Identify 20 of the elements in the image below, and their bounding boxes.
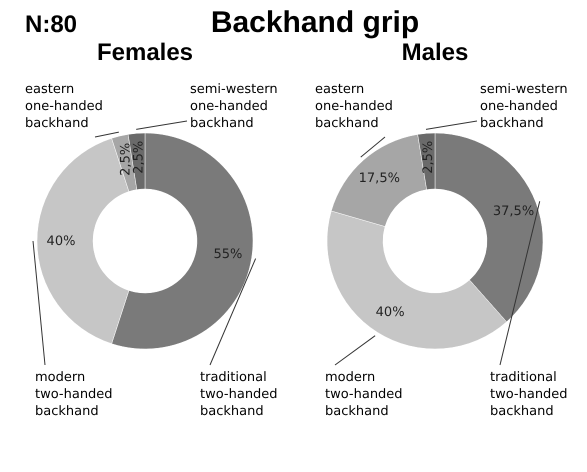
slice-label: eastern one-handed backhand: [25, 82, 103, 131]
chart-title: Females: [96, 39, 194, 66]
data-label: 37,5%: [492, 204, 534, 220]
slice-label: modern two-handed backhand: [325, 370, 403, 419]
slice-label: traditional two-handed backhand: [200, 370, 278, 419]
slice-label: modern two-handed backhand: [35, 370, 113, 419]
text: N:80: [25, 11, 78, 38]
text: Backhand grip: [210, 6, 420, 39]
slice-label: eastern one-handed backhand: [315, 82, 393, 131]
slice-label: traditional two-handed backhand: [490, 370, 568, 419]
data-label: 2,5%: [118, 142, 134, 176]
data-label: 40%: [46, 234, 76, 249]
data-label: 2,5%: [131, 140, 146, 174]
data-label: 55%: [214, 247, 242, 262]
slice-label: semi-western one-handed backhand: [480, 82, 568, 131]
data-label: 2,5%: [421, 140, 436, 174]
slice-label: semi-western one-handed backhand: [190, 82, 278, 131]
data-label: 40%: [376, 304, 405, 320]
chart-title: Males: [402, 39, 468, 66]
data-label: 17,5%: [358, 171, 400, 186]
